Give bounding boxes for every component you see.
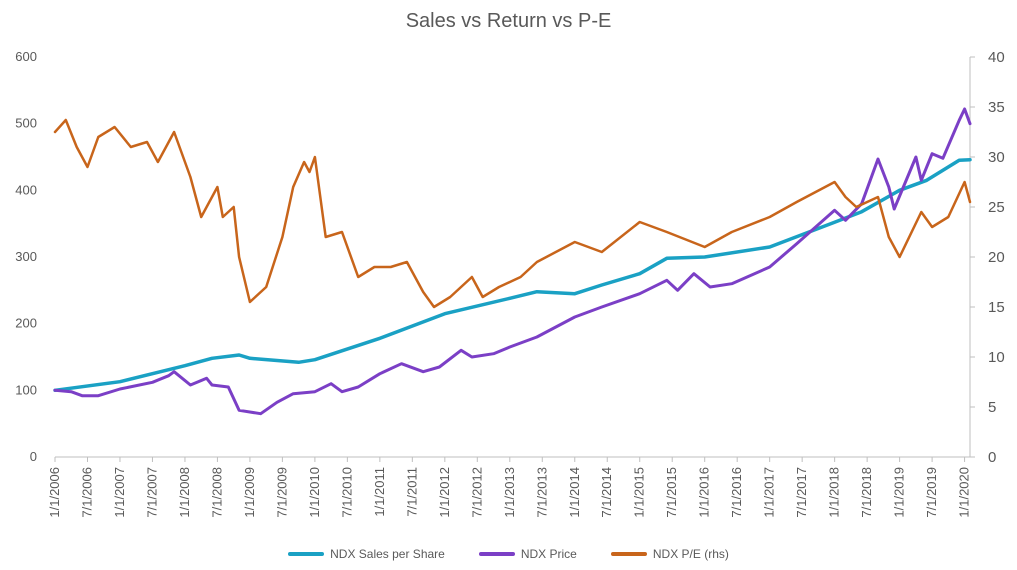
legend-label-pe: NDX P/E (rhs) [652,547,729,561]
x-tick-label: 1/1/2008 [177,467,192,518]
series-line-pe [53,118,972,309]
chart-title: Sales vs Return vs P-E [405,10,612,32]
x-tick-label: 1/1/2017 [762,467,777,518]
y2-tick-label: 35 [988,99,1005,116]
x-tick-label: 7/1/2012 [469,467,484,518]
y2-tick-label: 10 [988,349,1005,366]
x-tick-label: 1/1/2015 [632,467,647,518]
y2-tick-label: 30 [988,149,1005,166]
legend: NDX Sales per Share NDX Price NDX P/E (r… [0,547,1017,561]
x-tick-label: 1/1/2012 [437,467,452,518]
legend-item-pe: NDX P/E (rhs) [610,547,729,561]
y-tick-label: 600 [15,49,37,64]
legend-swatch-sales [288,552,325,556]
x-tick-label: 1/1/2007 [112,467,127,518]
series-line-price [53,107,972,416]
x-tick-label: 1/1/2019 [892,467,907,518]
y-tick-label: 400 [15,182,37,197]
x-tick-label: 1/1/2014 [567,467,582,518]
x-tick-label: 7/1/2010 [339,467,354,518]
y-tick-label: 200 [15,316,37,331]
y-tick-label: 100 [15,382,37,397]
y-tick-label: 300 [15,249,37,264]
x-tick-label: 1/1/2010 [307,467,322,518]
x-tick-label: 7/1/2009 [274,467,289,518]
y2-tick-label: 0 [988,449,996,466]
x-tick-label: 7/1/2018 [859,467,874,518]
legend-item-price: NDX Price [478,547,577,561]
x-tick-label: 7/1/2016 [729,467,744,518]
x-tick-label: 7/1/2008 [209,467,224,518]
y2-tick-label: 40 [988,49,1005,66]
x-tick-label: 1/1/2016 [697,467,712,518]
legend-label-sales: NDX Sales per Share [330,547,445,561]
y2-tick-label: 20 [988,249,1005,266]
x-tick-label: 1/1/2020 [957,467,972,518]
legend-label-price: NDX Price [520,547,577,561]
x-tick-label: 1/1/2011 [372,467,387,517]
y2-tick-label: 25 [988,199,1005,216]
legend-item-sales: NDX Sales per Share [288,547,445,561]
x-tick-label: 7/1/2007 [144,467,159,518]
legend-swatch-pe [610,552,647,556]
y2-tick-label: 5 [988,399,996,416]
x-tick-label: 7/1/2014 [599,467,614,518]
y-tick-label: 0 [30,449,37,464]
x-tick-label: 7/1/2019 [924,467,939,518]
series-line-sales [53,157,972,393]
x-tick-label: 1/1/2009 [242,467,257,518]
x-tick-label: 1/1/2013 [502,467,517,518]
x-tick-label: 7/1/2017 [794,467,809,518]
x-tick-label: 7/1/2011 [404,467,419,517]
y2-tick-label: 15 [988,299,1005,316]
x-tick-label: 7/1/2006 [79,467,94,518]
x-tick-label: 7/1/2015 [664,467,679,518]
x-tick-label: 7/1/2013 [534,467,549,518]
x-tick-label: 1/1/2006 [47,467,62,518]
legend-swatch-price [478,552,515,556]
x-tick-label: 1/1/2018 [827,467,842,518]
y-tick-label: 500 [15,116,37,131]
